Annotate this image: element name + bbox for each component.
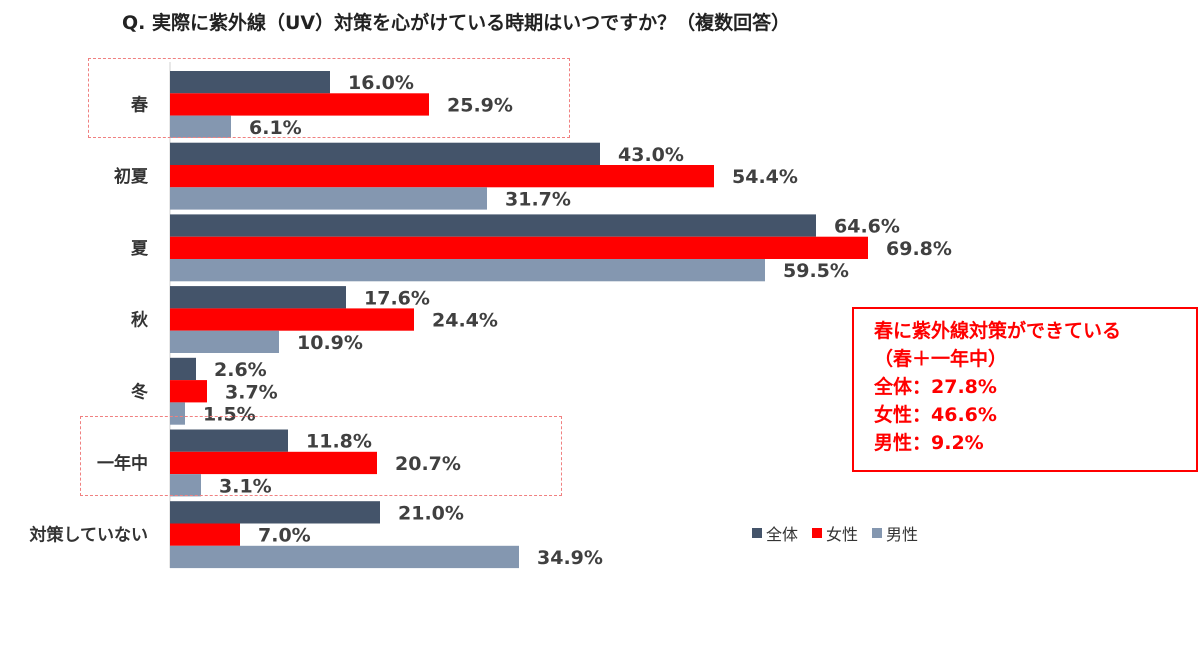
bar [170, 214, 816, 237]
bar [170, 165, 714, 188]
data-label: 17.6% [364, 287, 430, 309]
chart-title: Q. 実際に紫外線（UV）対策を心がけている時期はいつですか？（複数回答） [122, 12, 791, 34]
data-label: 3.7% [225, 381, 278, 403]
data-label: 64.6% [834, 216, 900, 238]
data-label: 34.9% [537, 547, 603, 569]
legend-item-male: 男性 [872, 521, 918, 545]
legend-swatch-female [812, 528, 823, 538]
data-label: 20.7% [395, 453, 461, 475]
bar [170, 142, 600, 165]
bar [170, 286, 346, 309]
legend-item-female: 女性 [812, 521, 858, 545]
bar [170, 236, 868, 259]
bar [170, 308, 414, 331]
data-label: 54.4% [732, 166, 798, 188]
legend-label-all: 全体 [766, 525, 799, 544]
callout-box: 春に紫外線対策ができている （春＋一年中） 全体：27.8% 女性：46.6% … [852, 307, 1198, 472]
category-label: 冬 [131, 381, 148, 402]
bar [170, 187, 487, 210]
bar [170, 429, 288, 452]
category-label: 対策していない [29, 525, 149, 546]
bar [170, 501, 380, 524]
bar [170, 71, 330, 94]
legend-item-all: 全体 [752, 521, 798, 545]
bar [170, 357, 196, 381]
data-label: 11.8% [306, 431, 372, 453]
legend-swatch-all [752, 528, 762, 538]
bar [170, 523, 240, 546]
bar [170, 545, 519, 569]
callout-line-3: 全体：27.8% [874, 376, 997, 398]
legend: 全体 女性 男性 [752, 521, 918, 545]
legend-label-female: 女性 [826, 525, 859, 544]
data-label: 59.5% [783, 260, 849, 282]
category-label: 初夏 [114, 166, 149, 187]
data-label: 69.8% [886, 238, 952, 260]
data-label: 7.0% [258, 525, 311, 547]
callout-line-4: 女性：46.6% [874, 404, 997, 426]
bar [170, 451, 377, 475]
highlight-box-all-year [80, 416, 562, 496]
data-label: 25.9% [447, 94, 513, 116]
data-label: 10.9% [297, 332, 363, 354]
category-label: 一年中 [97, 453, 148, 474]
bar [170, 402, 185, 425]
data-label: 43.0% [618, 144, 684, 166]
bar [170, 115, 231, 138]
data-label: 16.0% [348, 72, 414, 94]
bar [170, 380, 207, 403]
callout-line-2: （春＋一年中） [874, 348, 1008, 370]
data-label: 3.1% [219, 475, 272, 497]
category-label: 秋 [131, 310, 149, 331]
legend-swatch-male [872, 528, 883, 538]
bar [170, 93, 429, 116]
category-label: 夏 [131, 239, 149, 259]
bar [170, 474, 201, 497]
bar [170, 259, 765, 282]
data-label: 6.1% [249, 117, 302, 139]
bar [170, 330, 279, 353]
callout-line-5: 男性：9.2% [874, 432, 984, 454]
data-label: 31.7% [505, 188, 571, 210]
callout-line-1: 春に紫外線対策ができている [874, 320, 1122, 342]
data-label: 21.0% [398, 502, 464, 524]
data-label: 2.6% [214, 359, 267, 381]
highlight-box-spring [88, 58, 570, 138]
data-label: 1.5% [203, 404, 256, 426]
legend-label-male: 男性 [886, 525, 919, 544]
data-label: 24.4% [432, 310, 498, 332]
category-label: 春 [131, 94, 148, 115]
